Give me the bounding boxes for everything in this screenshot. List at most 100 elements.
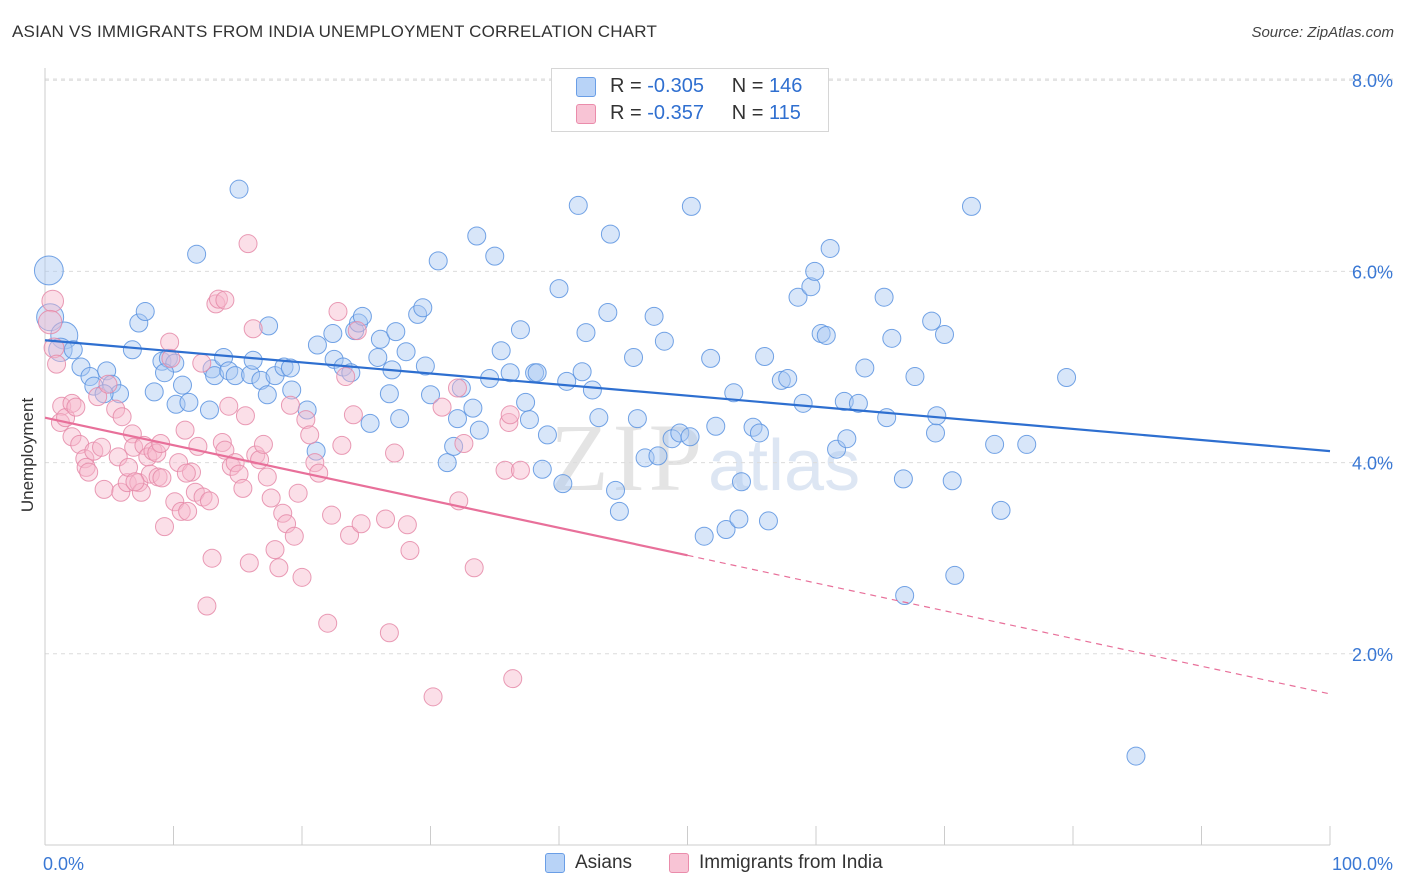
asians-point: [307, 335, 327, 355]
asians-point: [274, 357, 294, 377]
india-point: [62, 393, 82, 413]
india-point: [495, 460, 515, 480]
asians-point: [935, 324, 954, 344]
asians-point: [827, 439, 847, 459]
y-axis-label: Unemployment: [18, 398, 37, 513]
asians-point: [469, 420, 489, 440]
asians-point: [199, 400, 219, 420]
asians-point: [341, 363, 361, 383]
india-point: [117, 473, 137, 493]
india-point: [235, 406, 255, 426]
india-r-value: -0.357: [647, 102, 704, 124]
asians-point: [370, 329, 390, 349]
india-legend-label: Immigrants from India: [699, 852, 883, 873]
asians-point: [985, 434, 1005, 454]
india-point: [379, 623, 399, 643]
asians-point: [582, 380, 602, 400]
india-point: [238, 234, 258, 254]
india-legend-swatch: [669, 853, 689, 873]
india-point: [37, 309, 63, 335]
asians-point: [942, 471, 962, 491]
india-point: [397, 515, 417, 535]
india-point: [155, 517, 175, 537]
india-point: [284, 526, 304, 546]
asians-point: [793, 393, 813, 413]
asians-legend-swatch: [545, 853, 565, 873]
india-point: [165, 492, 185, 512]
asians-point: [467, 226, 487, 246]
asians-point: [855, 358, 875, 378]
india-point: [318, 613, 338, 633]
asians-point: [874, 287, 894, 307]
india-point: [233, 478, 253, 498]
asians-point: [396, 342, 416, 362]
india-point: [309, 463, 329, 483]
asians-point: [187, 244, 207, 264]
india-point: [305, 453, 325, 473]
asians-point: [572, 362, 592, 382]
asians-point: [926, 423, 946, 443]
asians-point: [241, 365, 261, 385]
india-points: [37, 234, 530, 707]
asians-point: [532, 459, 552, 479]
india-point: [199, 491, 219, 511]
asians-point: [205, 366, 225, 386]
india-trend-extension: [687, 554, 1331, 695]
india-point: [219, 396, 239, 416]
india-point: [178, 501, 198, 521]
asians-point: [229, 179, 249, 199]
asians-point: [568, 195, 588, 215]
india-point: [447, 378, 467, 398]
asians-point: [670, 423, 690, 443]
india-point: [322, 505, 342, 525]
india-point: [176, 463, 196, 483]
india-point: [140, 464, 160, 484]
india-point: [169, 453, 189, 473]
asians-point: [428, 251, 448, 271]
asians-point: [491, 341, 511, 361]
asians-point: [527, 363, 547, 383]
y-tick-label: 2.0%: [1352, 645, 1393, 665]
india-point: [112, 407, 132, 427]
asians-point: [905, 367, 925, 387]
asians-n-value: 146: [769, 75, 803, 97]
asians-point: [352, 306, 372, 326]
asians-point: [848, 393, 868, 413]
india-point: [212, 433, 232, 453]
asians-point: [724, 383, 744, 403]
india-point: [340, 525, 360, 545]
y-tick-label: 4.0%: [1352, 454, 1393, 474]
asians-point: [368, 347, 388, 367]
india-n-value: 115: [769, 102, 801, 124]
asians-point: [415, 356, 435, 376]
india-point: [66, 397, 86, 417]
asians-point: [576, 323, 596, 343]
x-tick-label: 100.0%: [1332, 854, 1393, 874]
asians-point: [251, 370, 271, 390]
axes: [44, 68, 1331, 846]
india-point: [197, 596, 217, 616]
india-point: [454, 433, 474, 453]
india-point: [253, 434, 273, 454]
india-point: [336, 367, 356, 387]
india-point: [273, 503, 293, 523]
asians-point: [437, 453, 457, 473]
india-point: [111, 482, 131, 502]
india-point: [347, 321, 367, 341]
watermark: ZIP atlas: [550, 404, 860, 511]
india-point: [296, 410, 316, 430]
asians-point: [408, 304, 428, 324]
asians-point: [820, 238, 840, 258]
asians-point: [749, 423, 769, 443]
asians-point: [758, 511, 778, 531]
watermark-zip: ZIP: [550, 404, 706, 511]
india-point: [147, 443, 167, 463]
india-point: [181, 462, 201, 482]
asians-point: [519, 410, 539, 430]
asians-point: [893, 469, 913, 489]
india-point: [261, 488, 281, 508]
asians-point: [771, 370, 791, 390]
asians-point: [243, 350, 263, 370]
india-point: [98, 374, 118, 394]
india-point: [160, 332, 180, 352]
